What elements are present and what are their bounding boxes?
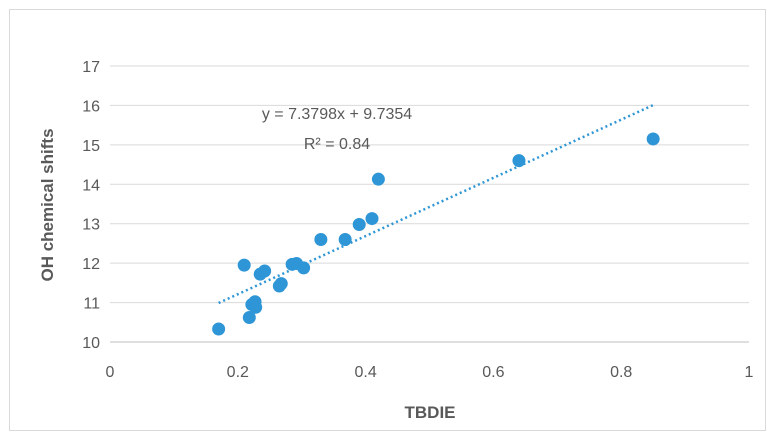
y-tick-label: 16 — [82, 98, 100, 115]
data-point — [646, 132, 660, 146]
x-tick-label: 0.4 — [354, 364, 376, 381]
data-point — [338, 232, 352, 246]
y-tick-label: 11 — [83, 296, 100, 313]
x-tick-labels: 0 0.2 0.4 0.6 0.8 1 — [106, 364, 754, 381]
data-point — [274, 277, 288, 291]
y-tick-label: 14 — [82, 177, 100, 194]
x-tick-label: 0.6 — [482, 364, 504, 381]
trendline — [218, 103, 654, 305]
data-point — [249, 300, 263, 314]
data-point — [365, 212, 379, 226]
x-tick-label: 1 — [745, 364, 754, 381]
data-point — [297, 261, 311, 275]
data-point — [314, 232, 328, 246]
x-tick-label: 0.8 — [610, 364, 632, 381]
y-tick-labels: 10 11 12 13 14 15 16 17 — [82, 59, 100, 352]
data-point — [212, 322, 226, 336]
x-axis-title: TBDIE — [405, 403, 456, 422]
y-tick-label: 17 — [82, 59, 100, 76]
y-tick-label: 15 — [82, 138, 100, 155]
data-point — [352, 218, 366, 232]
data-point — [237, 258, 251, 272]
x-tick-label: 0 — [106, 364, 115, 381]
x-tick-label: 0.2 — [227, 364, 249, 381]
gridlines — [110, 65, 749, 343]
y-tick-label: 13 — [82, 217, 100, 234]
data-point — [258, 264, 272, 278]
trendline-r-squared: R² = 0.84 — [304, 136, 370, 153]
trendline-layer — [218, 103, 654, 305]
y-axis-title: OH chemical shifts — [38, 128, 57, 281]
chart-area — [9, 9, 766, 431]
y-tick-label: 12 — [82, 256, 100, 273]
data-point — [512, 154, 526, 168]
data-points — [212, 132, 660, 336]
data-point — [371, 172, 385, 186]
trendline-equation: y = 7.3798x + 9.7354 — [262, 106, 412, 123]
y-tick-label: 10 — [82, 335, 100, 352]
data-point — [242, 311, 256, 325]
